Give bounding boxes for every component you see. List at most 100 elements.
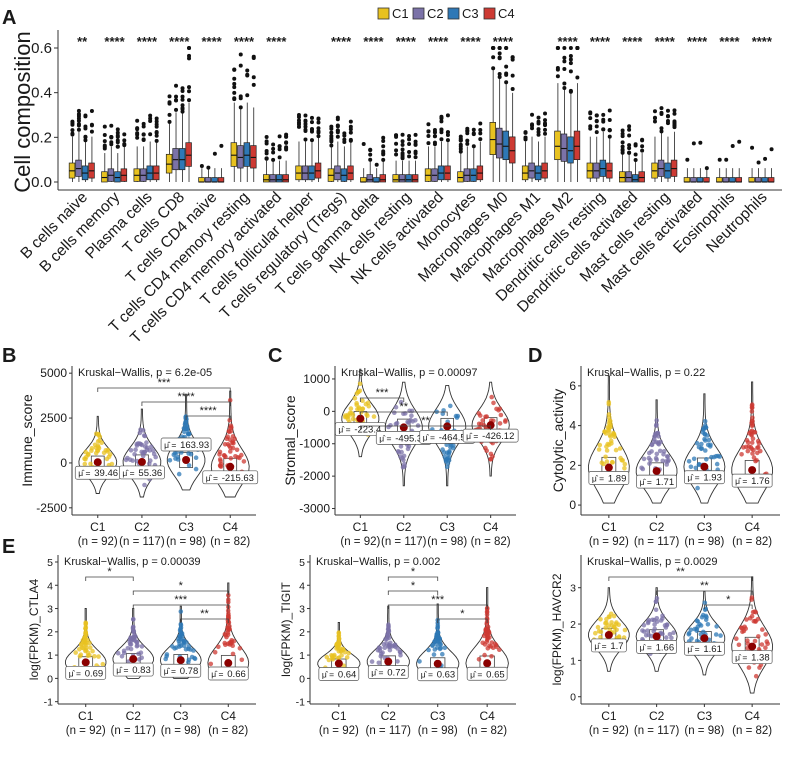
outlier-point bbox=[135, 131, 140, 136]
x-tick-label: C2 bbox=[649, 520, 665, 534]
bracket-label: *** bbox=[174, 594, 188, 606]
outlier-point bbox=[232, 67, 237, 72]
data-point bbox=[400, 455, 405, 461]
data-point bbox=[696, 462, 702, 468]
outlier-point bbox=[303, 113, 308, 118]
outlier-point bbox=[154, 129, 159, 134]
y-tick-label: -1 bbox=[44, 697, 53, 709]
mean-point-C1 bbox=[93, 458, 102, 467]
outlier-point bbox=[432, 128, 437, 133]
mean-symbol: μ̂ = bbox=[116, 665, 128, 675]
box-C2 bbox=[237, 145, 244, 169]
outlier-point bbox=[588, 116, 593, 121]
outlier-point bbox=[491, 46, 496, 50]
data-point bbox=[478, 413, 483, 418]
significance-label: **** bbox=[622, 34, 643, 49]
outlier-point bbox=[381, 149, 386, 154]
data-point bbox=[343, 413, 348, 418]
data-point bbox=[178, 609, 184, 614]
outlier-point bbox=[601, 119, 606, 124]
data-point bbox=[230, 439, 236, 444]
data-point bbox=[338, 648, 344, 654]
outlier-point bbox=[601, 127, 606, 132]
data-point bbox=[225, 630, 231, 635]
outlier-point bbox=[627, 127, 632, 132]
data-point bbox=[123, 457, 129, 463]
mean-point-C2 bbox=[399, 423, 408, 432]
box-C3 bbox=[114, 171, 121, 183]
box-C1 bbox=[619, 171, 626, 183]
group-count: (n = 98) bbox=[166, 536, 206, 548]
data-point bbox=[226, 613, 231, 619]
data-point bbox=[398, 399, 404, 405]
outlier-point bbox=[251, 82, 256, 87]
outlier-point bbox=[400, 147, 405, 152]
x-tick-label: C3 bbox=[697, 520, 713, 534]
box-C3 bbox=[632, 174, 639, 183]
mean-label: 55.36 bbox=[138, 468, 162, 479]
outlier-point bbox=[141, 138, 146, 143]
data-point bbox=[83, 620, 88, 625]
mean-point-C4 bbox=[748, 642, 757, 651]
data-point bbox=[435, 626, 440, 631]
data-point bbox=[208, 661, 214, 667]
box-C2 bbox=[366, 174, 374, 183]
mean-label: 0.72 bbox=[387, 668, 406, 679]
x-tick-label: C3 bbox=[430, 709, 446, 723]
group-count: (n = 82) bbox=[732, 725, 772, 737]
data-point bbox=[83, 646, 89, 651]
data-point bbox=[174, 645, 179, 650]
bracket-label: **** bbox=[200, 405, 218, 417]
data-point bbox=[167, 458, 173, 463]
outlier-point bbox=[562, 55, 567, 60]
outlier-point bbox=[407, 133, 412, 138]
violin-C3 bbox=[166, 394, 206, 491]
data-point bbox=[79, 643, 84, 648]
data-point bbox=[83, 449, 88, 455]
outlier-point bbox=[400, 151, 405, 156]
mean-label: -426.12 bbox=[482, 431, 514, 442]
y-tick-label-a: 0.0 bbox=[31, 174, 52, 191]
data-point bbox=[221, 453, 227, 458]
outlier-point bbox=[180, 94, 185, 99]
outlier-point bbox=[277, 144, 282, 149]
data-point bbox=[225, 442, 231, 447]
significance-bracket bbox=[359, 425, 492, 430]
data-point bbox=[218, 458, 223, 464]
data-point bbox=[663, 459, 669, 464]
data-point bbox=[609, 620, 614, 625]
data-point bbox=[385, 626, 391, 632]
box-C1 bbox=[198, 177, 205, 183]
mean-label: -215.63 bbox=[222, 473, 254, 484]
data-point bbox=[648, 457, 653, 463]
outlier-point bbox=[633, 157, 638, 162]
significance-label: **** bbox=[460, 34, 481, 49]
outlier-point bbox=[543, 131, 548, 136]
data-point bbox=[334, 641, 340, 647]
violin-panel-C: -3000 -2000 -1000 0 1000 Stromal_score Kruskal… bbox=[282, 366, 519, 548]
outlier-point bbox=[652, 109, 657, 114]
bracket-label: *** bbox=[158, 377, 172, 389]
data-point bbox=[176, 637, 181, 642]
data-point bbox=[130, 636, 135, 641]
outlier-point bbox=[439, 137, 444, 142]
bracket-label: * bbox=[411, 580, 416, 592]
outlier-point bbox=[627, 133, 632, 138]
outlier-point bbox=[232, 90, 237, 95]
significance-bracket bbox=[387, 590, 439, 595]
data-point bbox=[650, 617, 655, 623]
outlier-point bbox=[471, 132, 476, 137]
outlier-point bbox=[381, 144, 386, 149]
y-tick-label: 4 bbox=[299, 580, 305, 592]
x-tick-label: C1 bbox=[78, 709, 94, 723]
outlier-point bbox=[543, 127, 548, 132]
outlier-point bbox=[620, 140, 625, 145]
data-point bbox=[392, 642, 398, 647]
outlier-point bbox=[530, 122, 535, 127]
violin-C4 bbox=[210, 390, 250, 498]
data-point bbox=[100, 661, 106, 667]
box-C4 bbox=[573, 130, 581, 161]
data-point bbox=[326, 657, 332, 663]
group-count: (n = 117) bbox=[634, 725, 680, 737]
data-point bbox=[703, 448, 708, 453]
